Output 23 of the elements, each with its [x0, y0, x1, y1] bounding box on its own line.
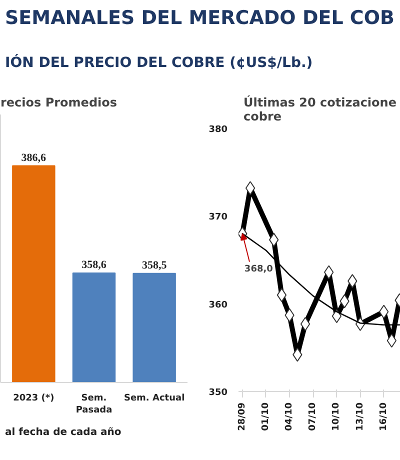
text: SEMANALES DEL MERCADO DEL COB [5, 6, 394, 31]
x-tick-label: 16/10 [378, 402, 389, 431]
x-tick-label: 01/10 [260, 402, 271, 431]
y-tick-label: 370 [208, 212, 228, 223]
annotation: 368,0 [244, 264, 273, 275]
x-tick-label: 2023 (*) [13, 394, 54, 404]
y-tick-label: 350 [208, 388, 228, 398]
data-label: 358,5 [142, 259, 168, 272]
y-tick-label: 360 [208, 300, 228, 310]
chart-title: recios Promedios [0, 96, 118, 110]
text: al fecha de cada año [5, 426, 122, 440]
text: IÓN DEL PRECIO DEL COBRE (¢US$/Lb.) [5, 53, 313, 73]
x-tick-label: 28/09 [237, 402, 248, 431]
y-tick-label: 380 [208, 125, 228, 135]
x-tick-label: 10/10 [332, 402, 342, 431]
chart-title: Últimas 20 cotizacione cobre [244, 94, 396, 124]
data-label: 386,6 [21, 152, 47, 164]
x-tick-label: 04/10 [284, 402, 295, 431]
x-tick-label: Sem. Actual [124, 394, 185, 404]
x-tick-label: 07/10 [308, 402, 318, 431]
x-tick-label: Sem. Pasada [76, 394, 112, 416]
data-label: 358,6 [82, 259, 107, 272]
x-tick-label: 13/10 [355, 402, 366, 431]
